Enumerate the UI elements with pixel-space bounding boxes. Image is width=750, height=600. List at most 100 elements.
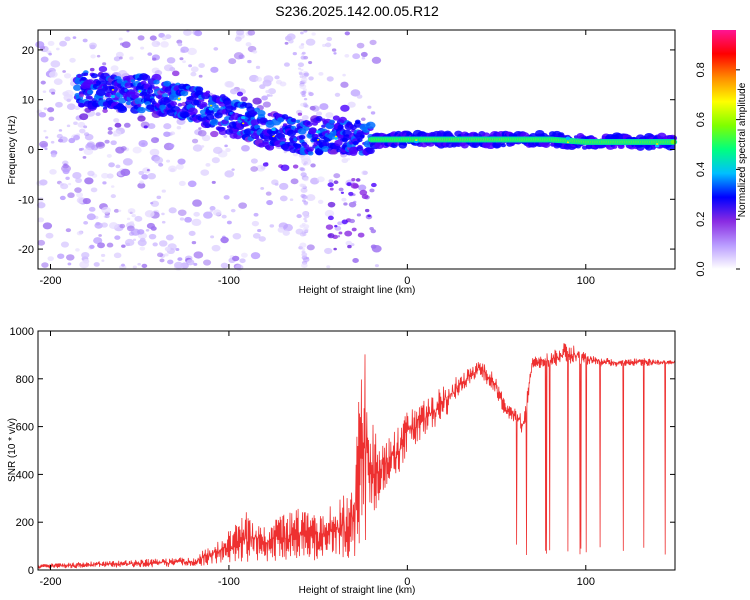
spectral-cell — [340, 81, 349, 88]
spectral-cell — [315, 116, 323, 122]
spectral-cell — [337, 221, 343, 226]
spectral-cell — [133, 238, 137, 241]
spectral-cell — [126, 217, 131, 221]
spectral-cell — [260, 186, 265, 190]
spectral-cell — [48, 116, 55, 121]
y-tick-label: 200 — [16, 517, 34, 529]
spectral-cell — [72, 171, 82, 179]
spectral-cell — [252, 97, 262, 105]
spectral-cell — [209, 206, 216, 211]
spectral-cell — [115, 146, 125, 154]
spectral-cell — [134, 215, 143, 222]
spectral-cell — [251, 220, 260, 227]
spectral-cell — [68, 182, 72, 186]
spectral-cell — [241, 122, 245, 125]
spectral-cell — [62, 70, 66, 73]
spectral-cell — [236, 29, 245, 36]
spectral-cell — [209, 210, 213, 213]
spectral-cell — [303, 224, 310, 229]
spectral-cell — [161, 220, 166, 224]
spectral-cell — [301, 252, 308, 257]
spectral-cell — [107, 127, 113, 131]
spectral-cell — [69, 57, 76, 63]
spectral-cell — [266, 94, 271, 97]
spectral-cell — [330, 148, 339, 155]
spectral-cell — [140, 46, 145, 50]
spectral-cell — [269, 94, 273, 97]
spectral-cell — [415, 139, 418, 142]
spectral-cell — [290, 118, 297, 123]
spectral-cell — [367, 105, 372, 109]
spectral-cell — [566, 141, 570, 144]
spectral-cell — [332, 115, 340, 121]
spectral-cell — [110, 94, 116, 99]
spectral-cell — [341, 197, 347, 202]
spectral-cell — [45, 136, 49, 139]
spectral-cell — [342, 73, 346, 77]
spectral-cell — [87, 95, 93, 100]
spectral-cell — [356, 94, 363, 99]
spectral-cell — [356, 42, 365, 49]
spectral-cell — [36, 201, 46, 209]
spectral-cell — [224, 144, 228, 148]
spectral-cell — [370, 111, 376, 115]
spectral-cell — [259, 84, 266, 90]
spectral-cell — [308, 128, 317, 135]
spectral-cell — [341, 219, 348, 225]
spectral-cell — [284, 41, 289, 45]
spectral-cell — [177, 158, 186, 165]
spectral-cell — [333, 52, 337, 55]
spectral-cell — [371, 245, 382, 253]
spectral-cell — [209, 118, 219, 126]
spectral-cell — [144, 210, 155, 218]
spectral-cell — [177, 97, 181, 100]
spectral-cell — [255, 76, 263, 82]
spectral-cell — [176, 126, 182, 130]
spectral-cell — [316, 176, 325, 183]
spectral-cell — [121, 41, 131, 49]
spectral-cell — [100, 253, 106, 258]
spectral-cell — [655, 143, 659, 145]
spectral-cell — [374, 264, 379, 268]
spectral-cell — [182, 60, 186, 64]
spectral-cell — [192, 199, 202, 207]
spectral-cell — [140, 80, 147, 85]
spectral-cell — [129, 221, 135, 225]
spectral-cell — [38, 111, 47, 118]
spectral-cell — [77, 121, 86, 128]
spectral-cell — [177, 257, 183, 261]
spectral-cell — [322, 140, 330, 147]
spectral-cell — [240, 252, 248, 258]
spectral-cell — [336, 149, 341, 153]
spectral-cell — [59, 195, 66, 201]
spectral-cell — [300, 43, 305, 46]
x-tick-label: 0 — [404, 275, 410, 287]
spectral-cell — [309, 105, 316, 111]
spectral-cell — [97, 242, 105, 249]
colorbar-gradient — [712, 30, 736, 269]
spectral-cell — [83, 221, 89, 225]
spectral-cell — [360, 117, 366, 122]
spectral-cell — [138, 170, 145, 176]
spectral-cell — [179, 217, 185, 221]
spectral-cell — [301, 255, 308, 260]
spectral-cell — [298, 134, 306, 140]
spectral-cell — [139, 180, 145, 185]
spectral-cell — [274, 75, 280, 80]
spectral-cell — [308, 60, 313, 65]
spectral-cell — [113, 252, 122, 259]
spectral-cell — [200, 169, 210, 176]
spectral-cell — [329, 187, 334, 191]
spectral-cell — [232, 232, 242, 240]
spectral-cell — [344, 31, 350, 36]
spectral-cell — [351, 178, 356, 182]
spectral-cell — [325, 130, 330, 134]
spectral-cell — [164, 253, 169, 257]
spectral-cell — [166, 57, 176, 64]
spectral-cell — [308, 92, 314, 97]
spectral-cell — [188, 64, 193, 68]
spectral-cell — [326, 36, 333, 42]
spectral-cell — [47, 107, 55, 113]
spectral-cell — [253, 212, 259, 217]
spectral-cell — [356, 213, 362, 217]
